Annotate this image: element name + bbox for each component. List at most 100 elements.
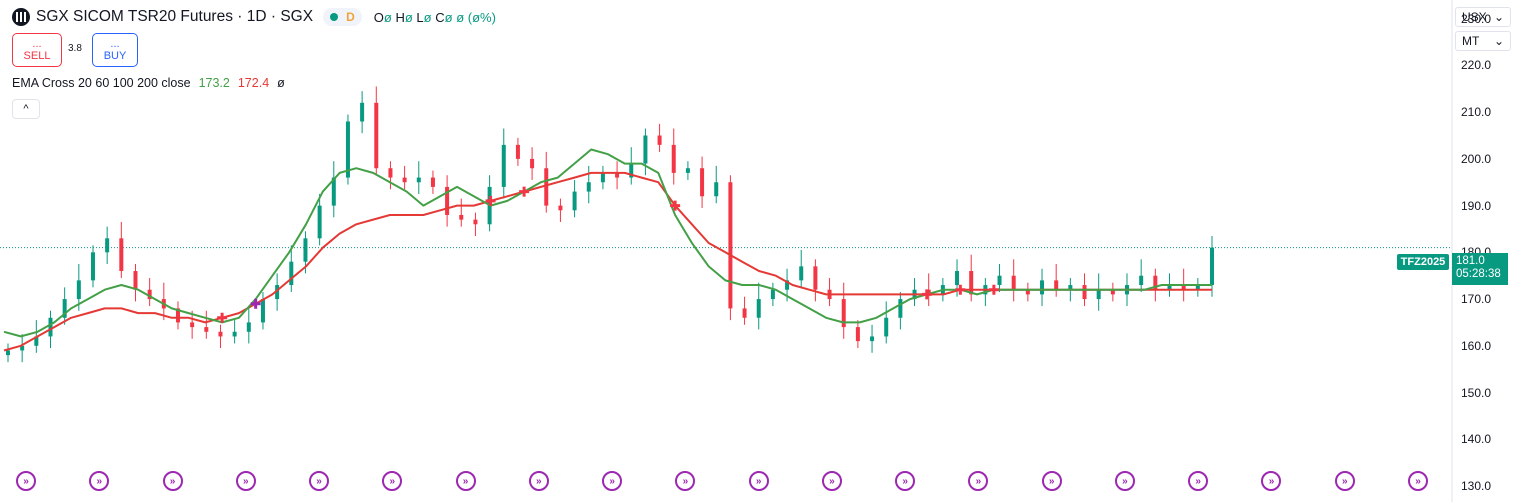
ema-fast-value: 173.2 — [198, 76, 230, 90]
candle-body — [232, 331, 237, 337]
event-marker-icon[interactable]: » — [675, 471, 696, 491]
chevron-down-icon: ⌄ — [1493, 34, 1504, 48]
event-marker-icon[interactable]: » — [1408, 471, 1428, 491]
market-open-dot-icon — [330, 13, 339, 21]
collapse-legend-button[interactable]: ^ — [12, 99, 40, 119]
chevron-down-icon: ⌄ — [1493, 10, 1504, 24]
candle-body — [34, 336, 39, 346]
event-marker-icon[interactable]: » — [309, 471, 330, 491]
candle-body — [841, 299, 846, 328]
sell-button[interactable]: ... SELL — [12, 33, 62, 67]
event-marker-icon[interactable]: » — [1114, 471, 1135, 491]
price-axis-tick: 160.0 — [1461, 338, 1492, 353]
price-axis-tick: 150.0 — [1461, 385, 1492, 400]
candle-body — [643, 135, 648, 164]
symbol-title[interactable]: SGX SICOM TSR20 Futures · 1D · SGX — [36, 8, 314, 25]
candle-body — [360, 102, 365, 122]
candle-body — [1054, 280, 1059, 290]
candle-body — [898, 299, 903, 318]
candle-body — [218, 331, 223, 337]
event-marker-icon[interactable]: » — [16, 471, 36, 491]
candle-body — [615, 172, 620, 178]
event-marker-icon[interactable]: » — [821, 471, 842, 491]
event-marker-icon[interactable]: » — [1261, 471, 1282, 491]
candle-body — [1110, 289, 1115, 295]
event-marker-icon[interactable]: » — [968, 471, 989, 491]
event-marker-icon[interactable]: » — [455, 471, 476, 491]
candle-body — [246, 322, 251, 332]
bar-countdown: 05:28:38 — [1456, 268, 1501, 280]
candle-body — [870, 336, 875, 342]
event-marker-icon[interactable]: » — [1041, 471, 1062, 491]
candle-body — [969, 271, 974, 295]
candle-body — [317, 205, 322, 239]
event-marker-icon[interactable]: » — [1188, 471, 1209, 491]
candle-body — [1153, 275, 1158, 290]
ema-cross-marker — [921, 289, 932, 300]
candle-body — [700, 168, 705, 197]
open-value: ø — [383, 9, 392, 25]
event-marker-icon[interactable]: » — [528, 471, 549, 491]
candle-body — [119, 238, 124, 272]
symbol-price-tag: TFZ2025 — [1397, 254, 1449, 270]
candle-body — [175, 308, 180, 323]
candle-body — [501, 144, 506, 187]
candle-body — [1025, 289, 1030, 295]
event-marker-icon[interactable]: » — [1334, 471, 1355, 491]
candle-body — [20, 345, 25, 351]
candle-body — [331, 177, 336, 206]
market-status-pill[interactable]: D — [323, 8, 362, 26]
candle-body — [544, 168, 549, 206]
last-price-value: 181.0 — [1456, 255, 1485, 267]
candle-body — [884, 317, 889, 337]
event-marker-icon[interactable]: » — [162, 471, 183, 491]
candle-body — [388, 168, 393, 178]
ema-fast-line — [3, 148, 1212, 338]
candle-body — [770, 289, 775, 300]
candle-body — [105, 238, 110, 253]
event-marker-icon[interactable]: » — [382, 471, 403, 491]
candle-body — [204, 327, 209, 332]
candle-body — [275, 285, 280, 300]
event-marker-icon[interactable]: » — [895, 471, 916, 491]
price-axis-tick: 190.0 — [1461, 198, 1492, 213]
close-value: ø — [444, 9, 453, 25]
candle-body — [685, 168, 690, 173]
chevron-up-icon: ^ — [23, 103, 29, 115]
ema-cross-marker — [955, 284, 966, 295]
ema-slow-value: 172.4 — [237, 76, 270, 90]
event-marker-icon[interactable]: » — [89, 471, 110, 491]
buy-button[interactable]: ... BUY — [92, 33, 138, 67]
currency-select[interactable]: USX ⌄ — [1455, 7, 1511, 27]
event-marker-icon[interactable]: » — [235, 471, 256, 491]
chart-header: SGX SICOM TSR20 Futures · 1D · SGX D Oø … — [12, 6, 496, 28]
candle-body — [147, 289, 152, 300]
candle-body — [813, 266, 818, 290]
indicator-legend[interactable]: EMA Cross 20 60 100 200 close 173.2 172.… — [12, 76, 285, 90]
candle-body — [62, 299, 67, 318]
candle-body — [430, 177, 435, 187]
candle-body — [473, 219, 478, 225]
candle-body — [629, 163, 634, 178]
ema-cross-marker — [217, 312, 228, 323]
candle-body — [1181, 285, 1186, 290]
unit-select[interactable]: MT ⌄ — [1455, 31, 1511, 51]
candle-body — [6, 350, 10, 356]
ema-cross-marker — [519, 186, 530, 197]
candle-body — [445, 186, 450, 215]
candle-body — [1139, 275, 1144, 286]
change-value: ø (ø%) — [456, 9, 496, 25]
ema-cross-marker — [250, 298, 261, 309]
candle-body — [728, 182, 733, 309]
delayed-badge: D — [346, 10, 355, 24]
event-marker-icon[interactable]: » — [748, 471, 769, 491]
event-marker-icon[interactable]: » — [602, 471, 623, 491]
price-axis-tick: 200.0 — [1461, 151, 1492, 166]
candle-body — [48, 317, 53, 337]
candle-body — [714, 182, 719, 197]
candle-body — [459, 214, 464, 220]
candle-body — [955, 271, 960, 286]
ema-cross-marker — [485, 195, 496, 206]
exchange-logo-icon — [12, 8, 30, 26]
